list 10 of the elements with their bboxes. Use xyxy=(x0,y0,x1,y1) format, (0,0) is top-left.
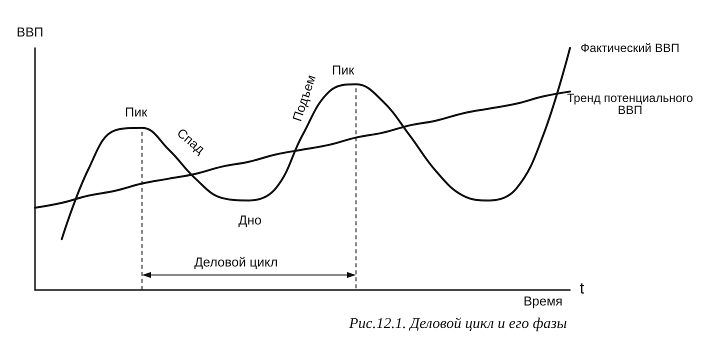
annotation: Пик xyxy=(124,104,148,120)
text: t xyxy=(580,280,585,298)
annotation: Деловой цикл xyxy=(194,254,278,270)
y-axis-title: ВВП xyxy=(16,24,44,40)
annotation: Пик xyxy=(332,62,354,78)
series-label: Тренд потенциального ВВП xyxy=(566,91,694,117)
x-axis-title: Время xyxy=(523,294,563,308)
series-label: Фактический ВВП xyxy=(580,41,680,55)
annotation: Дно xyxy=(238,212,262,228)
text: Рис.12.1. Деловой цикл и его фазы xyxy=(348,316,567,332)
